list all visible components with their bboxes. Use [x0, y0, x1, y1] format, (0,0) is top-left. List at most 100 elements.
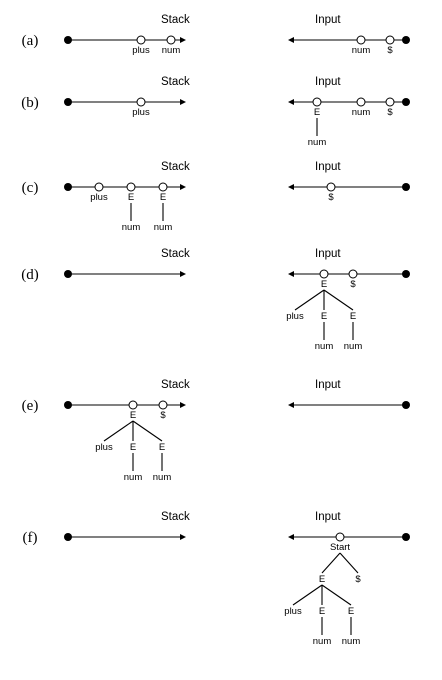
tree-node-label: E	[350, 311, 356, 322]
arrowhead	[288, 534, 294, 540]
input-heading: Input	[315, 248, 341, 260]
row-label: (c)	[22, 180, 39, 196]
stack-bottom-dot	[64, 183, 72, 191]
arrowhead	[180, 271, 186, 277]
stack-bottom-dot	[64, 270, 72, 278]
token-label: $	[387, 107, 393, 118]
token-circle	[166, 35, 176, 45]
tree-edge	[103, 420, 134, 442]
token-circle	[326, 182, 336, 192]
token-circle	[136, 35, 146, 45]
tree-edge	[323, 289, 354, 311]
tree-node-label: num	[122, 222, 141, 233]
arrowhead	[288, 402, 294, 408]
arrowhead	[180, 37, 186, 43]
input-heading: Input	[315, 14, 341, 26]
tree-node-label: num	[153, 472, 172, 483]
input-end-dot	[402, 36, 410, 44]
token-label: E	[160, 192, 166, 203]
stack-heading: Stack	[161, 14, 190, 26]
token-label: $	[160, 410, 166, 421]
tree-node-label: num	[344, 341, 363, 352]
token-label: E	[130, 410, 136, 421]
row-label: (d)	[21, 267, 39, 283]
arrowhead	[180, 184, 186, 190]
token-circle	[94, 182, 104, 192]
tree-edge	[321, 584, 352, 606]
token-label: num	[352, 45, 371, 56]
token-label: $	[328, 192, 334, 203]
tree-node-label: $	[355, 574, 361, 585]
arrowhead	[288, 271, 294, 277]
stack-bottom-dot	[64, 98, 72, 106]
token-label: plus	[90, 192, 108, 203]
token-circle	[356, 35, 366, 45]
row-label: (a)	[22, 33, 39, 49]
input-end-dot	[402, 533, 410, 541]
stack-heading: Stack	[161, 161, 190, 173]
tree-edge	[132, 420, 163, 442]
tree-node-label: num	[342, 636, 361, 647]
token-circle	[158, 400, 168, 410]
token-circle	[128, 400, 138, 410]
input-end-dot	[402, 183, 410, 191]
input-end-dot	[402, 98, 410, 106]
input-heading: Input	[315, 161, 341, 173]
token-label: plus	[132, 107, 150, 118]
tree-node-label: E	[348, 606, 354, 617]
input-end-dot	[402, 401, 410, 409]
input-end-dot	[402, 270, 410, 278]
tree-node-label: plus	[286, 311, 304, 322]
tree-edge	[294, 289, 325, 311]
token-circle	[319, 269, 329, 279]
tree-edge	[292, 584, 323, 606]
arrowhead	[288, 99, 294, 105]
row-label: (b)	[21, 95, 39, 111]
arrowhead	[288, 37, 294, 43]
token-label: $	[350, 279, 356, 290]
token-circle	[385, 97, 395, 107]
tree-node-label: E	[319, 574, 325, 585]
token-label: $	[387, 45, 393, 56]
token-label: E	[128, 192, 134, 203]
token-circle	[356, 97, 366, 107]
token-circle	[158, 182, 168, 192]
input-heading: Input	[315, 379, 341, 391]
token-circle	[126, 182, 136, 192]
row-label: (f)	[23, 530, 38, 546]
token-label: num	[162, 45, 181, 56]
token-circle	[312, 97, 322, 107]
stack-heading: Stack	[161, 511, 190, 523]
tree-node-label: num	[315, 341, 334, 352]
tree-node-label: E	[159, 442, 165, 453]
tree-node-label: plus	[95, 442, 113, 453]
tree-node-label: num	[308, 137, 327, 148]
input-heading: Input	[315, 511, 341, 523]
stack-bottom-dot	[64, 533, 72, 541]
input-heading: Input	[315, 76, 341, 88]
stack-heading: Stack	[161, 248, 190, 260]
token-circle	[348, 269, 358, 279]
token-label: Start	[330, 542, 350, 553]
row-label: (e)	[22, 398, 39, 414]
stack-heading: Stack	[161, 379, 190, 391]
tree-edge	[321, 552, 341, 574]
stack-bottom-dot	[64, 36, 72, 44]
tree-node-label: num	[124, 472, 143, 483]
token-circle	[335, 532, 345, 542]
arrowhead	[288, 184, 294, 190]
tree-node-label: plus	[284, 606, 302, 617]
tree-node-label: E	[130, 442, 136, 453]
token-label: num	[352, 107, 371, 118]
stack-bottom-dot	[64, 401, 72, 409]
stack-heading: Stack	[161, 76, 190, 88]
arrowhead	[180, 402, 186, 408]
token-label: E	[321, 279, 327, 290]
token-circle	[385, 35, 395, 45]
arrowhead	[180, 534, 186, 540]
token-label: plus	[132, 45, 150, 56]
tree-edge	[339, 552, 359, 574]
tree-node-label: num	[154, 222, 173, 233]
arrowhead	[180, 99, 186, 105]
